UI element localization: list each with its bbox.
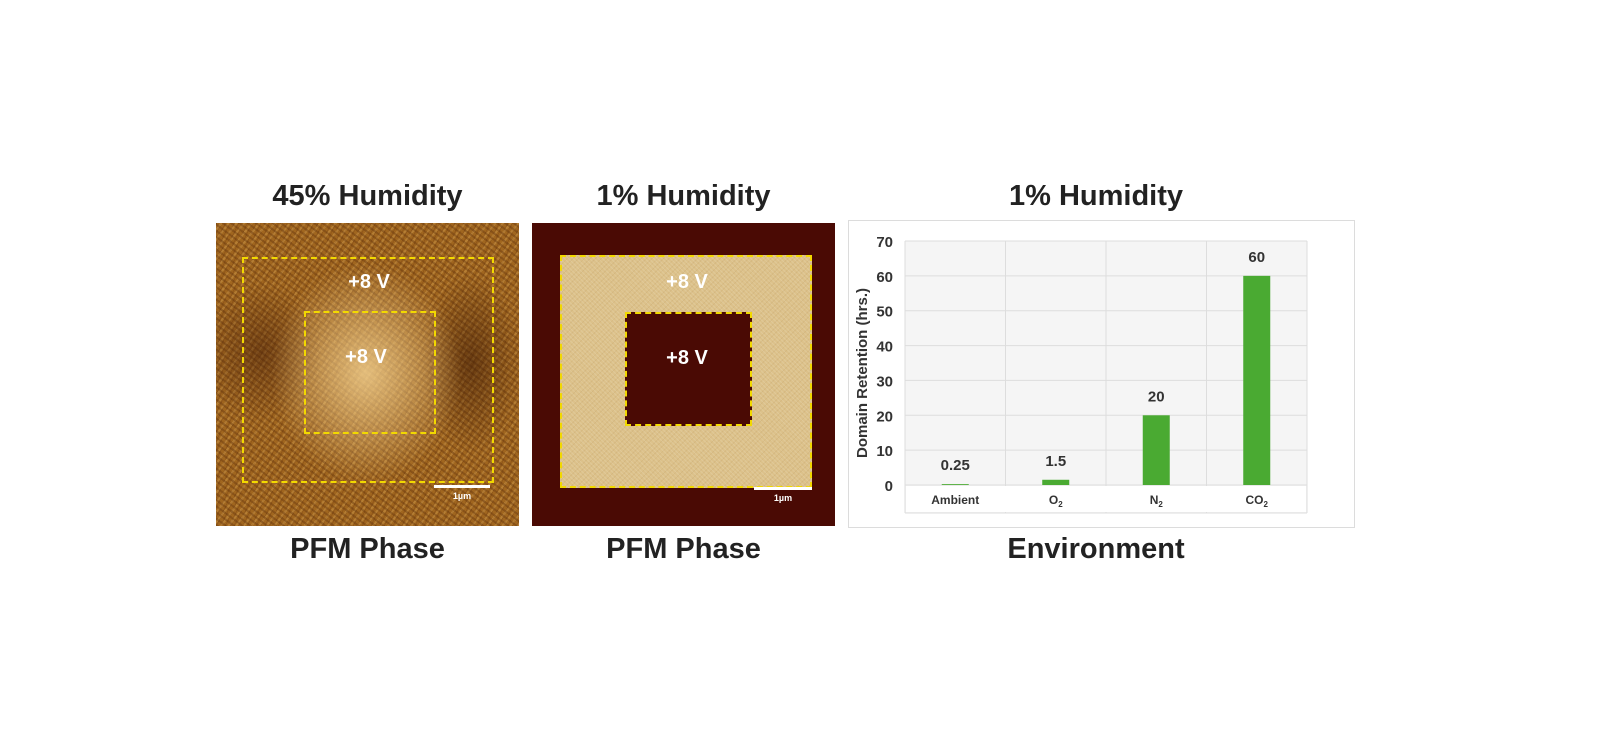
- outer-write-region: [560, 255, 812, 488]
- domain-retention-chart: 0 10 20 30 40 50 60 70 Domain Retention (hrs.) 0.…: [848, 220, 1355, 528]
- category-band: [906, 486, 1306, 512]
- x-axis-label: Environment: [1007, 533, 1185, 565]
- y-tick-label: 40: [876, 339, 893, 356]
- y-tick-label: 70: [876, 234, 893, 251]
- inner-voltage-label: +8 V: [345, 346, 387, 368]
- outer-write-region: [242, 257, 494, 483]
- data-label: 60: [1248, 249, 1265, 266]
- scale-bar: [754, 487, 812, 490]
- data-label: 0.25: [941, 457, 970, 474]
- category-label: Ambient: [931, 493, 979, 507]
- y-tick-label: 50: [876, 304, 893, 321]
- inner-write-region: [625, 312, 752, 426]
- bar-ambient: [941, 484, 969, 485]
- y-tick-label: 60: [876, 269, 893, 286]
- scale-bar: [434, 485, 490, 488]
- scale-bar-label: 1µm: [773, 493, 793, 503]
- bar-n2: [1142, 415, 1170, 485]
- outer-voltage-label: +8 V: [666, 271, 708, 293]
- y-axis-title: Domain Retention (hrs.): [854, 288, 871, 458]
- y-tick-label: 20: [876, 408, 893, 425]
- panel-a-caption: PFM Phase: [290, 533, 445, 565]
- data-label: 1.5: [1045, 453, 1066, 470]
- chart-title: 1% Humidity: [1008, 180, 1184, 212]
- panel-b-caption: PFM Phase: [606, 533, 761, 565]
- chart-svg: 0 10 20 30 40 50 60 70 Domain Retention (hrs.) 0.…: [854, 234, 1308, 514]
- bar-o2: [1042, 479, 1070, 485]
- pfm-phase-image-45-humidity: +8 V +8 V 1µm: [216, 223, 519, 526]
- scale-bar-label: 1µm: [452, 491, 472, 501]
- panel-a-title: 45% Humidity: [272, 180, 463, 212]
- y-tick-label: 30: [876, 373, 893, 390]
- data-label: 20: [1148, 388, 1165, 405]
- y-tick-label: 10: [876, 443, 893, 460]
- outer-voltage-label: +8 V: [348, 271, 390, 293]
- pfm-phase-image-1-humidity: +8 V +8 V 1µm: [532, 223, 835, 526]
- panel-b-title: 1% Humidity: [596, 180, 771, 212]
- category-label: N2: [1150, 493, 1164, 509]
- category-label: CO2: [1246, 493, 1269, 509]
- y-tick-label: 0: [885, 478, 893, 495]
- inner-voltage-label: +8 V: [666, 347, 708, 369]
- category-label: O2: [1049, 493, 1063, 509]
- inner-write-region: [304, 311, 436, 434]
- bar-co2: [1243, 275, 1271, 485]
